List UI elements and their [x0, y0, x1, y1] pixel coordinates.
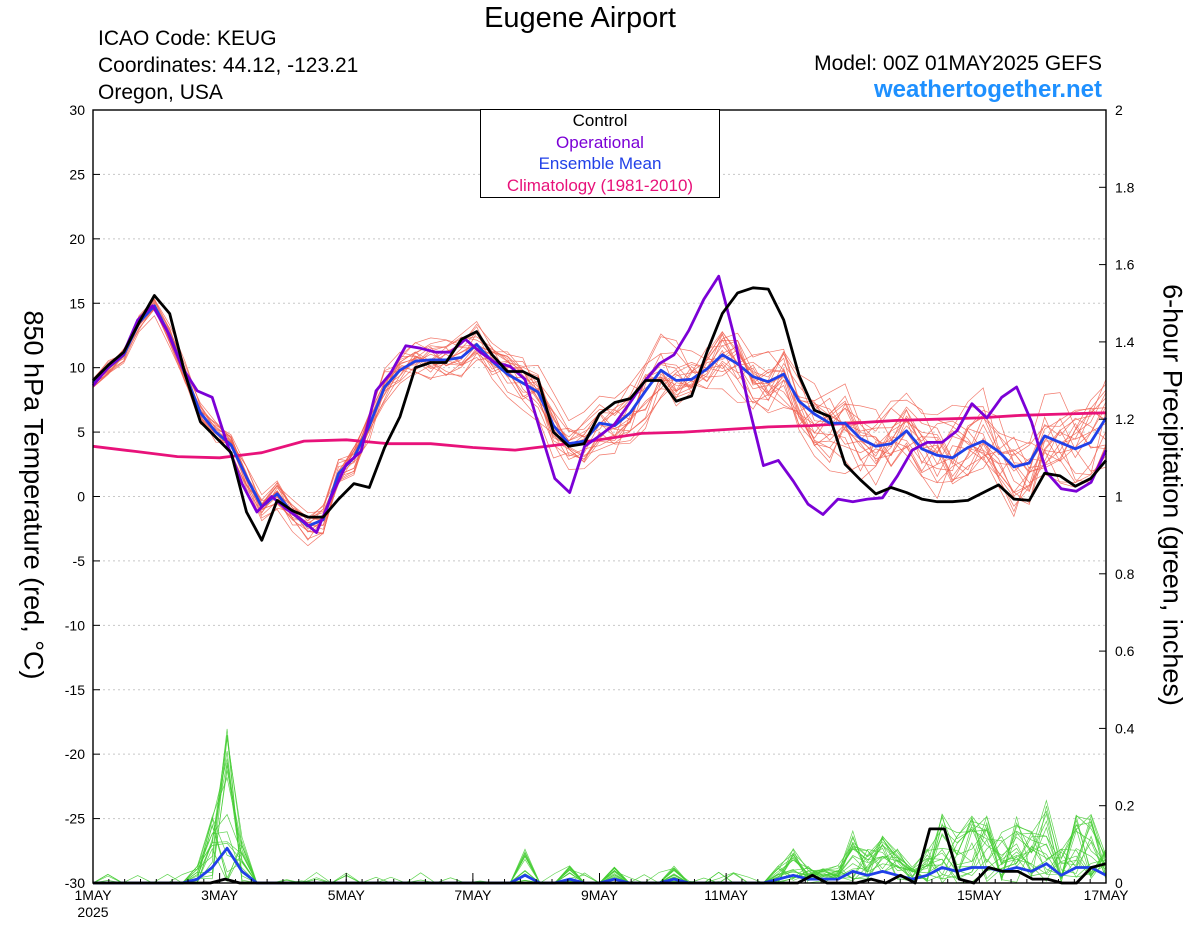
- grid-lines: [93, 173, 1106, 820]
- right-tick-label: 1.2: [1115, 411, 1135, 427]
- x-axis-ticks: 1MAY 3MAY 5MAY 7MAY 9MAY 11MAY 13MAY 15MAY 17MAY…: [74, 873, 1129, 920]
- y-axis-right-label: 6-hour Precipitation (green, inches): [1157, 284, 1188, 706]
- right-tick-label: 1: [1115, 489, 1123, 505]
- legend-ensemble-mean: Ensemble Mean: [538, 154, 662, 173]
- operational-temp-line: [91, 274, 1108, 534]
- x-tick-label: 7MAY: [454, 887, 492, 903]
- left-tick-label: -30: [65, 875, 85, 891]
- left-tick-label: -25: [65, 811, 85, 827]
- control-temp-line: [92, 286, 1108, 542]
- left-tick-label: -5: [73, 553, 86, 569]
- right-tick-label: 2: [1115, 102, 1123, 118]
- x-tick-label: 9MAY: [581, 887, 619, 903]
- x-tick-label: 11MAY: [704, 887, 748, 903]
- x-tick-label: 1MAY: [74, 887, 112, 903]
- x-tick-label: 5MAY: [328, 887, 366, 903]
- x-tick-label: 17MAY: [1084, 887, 1130, 903]
- left-tick-label: 5: [77, 424, 85, 440]
- member-temp-line: [92, 306, 1107, 524]
- member-temp-line: [92, 305, 1107, 526]
- legend-climatology: Climatology (1981-2010): [506, 175, 694, 195]
- left-tick-label: -20: [65, 746, 85, 762]
- left-tick-label: 20: [69, 231, 85, 247]
- location: Oregon, USA: [98, 81, 223, 104]
- right-tick-label: 0.4: [1115, 720, 1135, 736]
- left-tick-label: 30: [69, 102, 85, 118]
- x-tick-label: 3MAY: [201, 887, 239, 903]
- site-link[interactable]: weathertogether.net: [873, 76, 1102, 103]
- left-tick-label: 10: [69, 360, 85, 376]
- member-temp-line: [92, 304, 1107, 530]
- right-tick-label: 0.2: [1115, 798, 1135, 814]
- right-tick-label: 1.8: [1115, 179, 1135, 195]
- climatology-1981-2010-temp-line: [92, 411, 1107, 460]
- left-tick-label: -15: [65, 682, 85, 698]
- x-year-label: 2025: [77, 904, 108, 920]
- legend: Control Operational Ensemble Mean Climat…: [480, 109, 720, 198]
- right-tick-label: 1.6: [1115, 257, 1135, 273]
- legend-control: Control: [572, 111, 628, 130]
- right-tick-label: 1.4: [1115, 334, 1135, 350]
- chart-title: Eugene Airport: [484, 2, 676, 34]
- left-tick-label: 0: [77, 489, 85, 505]
- member-temp-line: [92, 308, 1107, 518]
- right-tick-label: 0.8: [1115, 566, 1135, 582]
- legend-operational: Operational: [556, 132, 644, 152]
- model-run: Model: 00Z 01MAY2025 GEFS: [814, 52, 1102, 75]
- right-tick-label: 0.6: [1115, 643, 1135, 659]
- icao-code: ICAO Code: KEUG: [98, 27, 277, 50]
- left-tick-label: 15: [69, 295, 85, 311]
- y-axis-left-label: 850 hPa Temperature (red, °C): [18, 310, 49, 680]
- right-axis-ticks: 2 1.8 1.6 1.4 1.2 1 0.8 0.6 0.4 0.2 0: [1099, 102, 1135, 891]
- x-tick-label: 13MAY: [830, 887, 876, 903]
- member-temp-line: [92, 308, 1107, 534]
- coordinates: Coordinates: 44.12, -123.21: [98, 54, 359, 77]
- right-tick-label: 0: [1115, 875, 1123, 891]
- left-tick-label: -10: [65, 617, 85, 633]
- x-tick-label: 15MAY: [957, 887, 1003, 903]
- member-temp-line: [92, 308, 1107, 547]
- left-axis-ticks: 30 25 20 15 10 5 0 -5 -10 -15 -20 -25 -30: [65, 102, 100, 891]
- left-tick-label: 25: [69, 166, 85, 182]
